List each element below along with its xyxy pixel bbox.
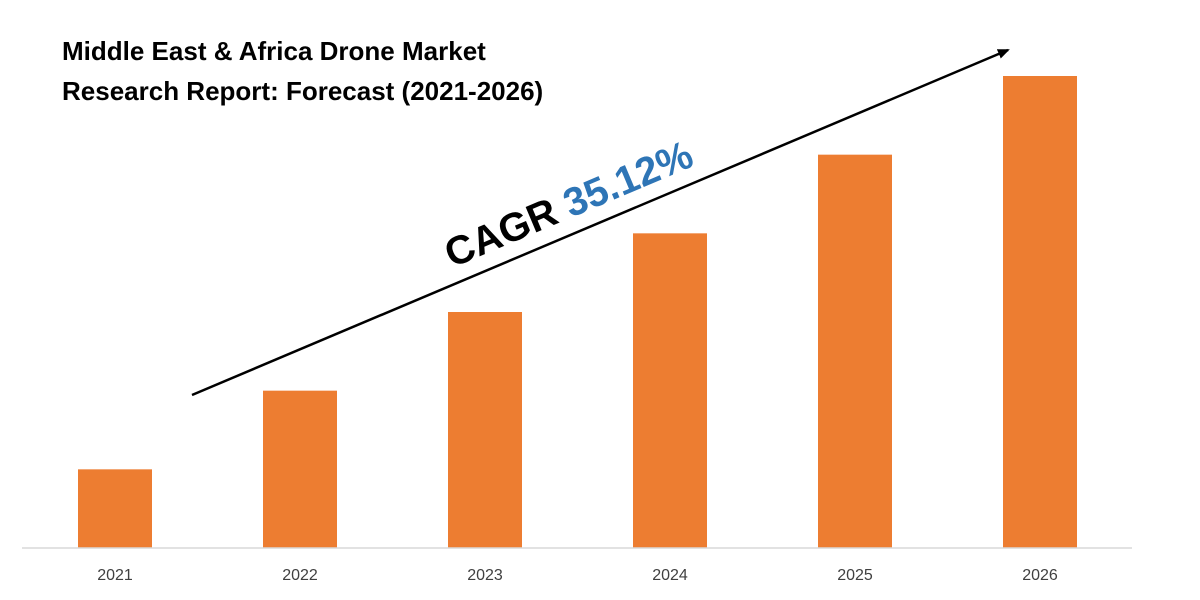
bar-2022 [263, 390, 337, 548]
chart-title-line-1: Middle East & Africa Drone Market [62, 36, 486, 66]
chart-title-line-2: Research Report: Forecast (2021-2026) [62, 76, 543, 106]
x-tick-label-2021: 2021 [97, 567, 133, 584]
x-tick-labels: 2021 2022 2023 2024 2025 2026 [97, 567, 1058, 584]
x-tick-label-2024: 2024 [652, 567, 688, 584]
cagr-value: 35.12% [557, 133, 699, 226]
bar-2026 [1003, 76, 1077, 548]
x-tick-label-2025: 2025 [837, 567, 873, 584]
bar-2023 [448, 312, 522, 548]
bar-2025 [818, 154, 892, 548]
bar-2021 [78, 469, 152, 548]
bar-2024 [633, 233, 707, 549]
x-tick-label-2022: 2022 [282, 567, 318, 584]
trend-arrow [191, 48, 1010, 397]
x-tick-label-2023: 2023 [467, 567, 503, 584]
x-tick-label-2026: 2026 [1022, 567, 1058, 584]
bars-group [78, 76, 1077, 549]
